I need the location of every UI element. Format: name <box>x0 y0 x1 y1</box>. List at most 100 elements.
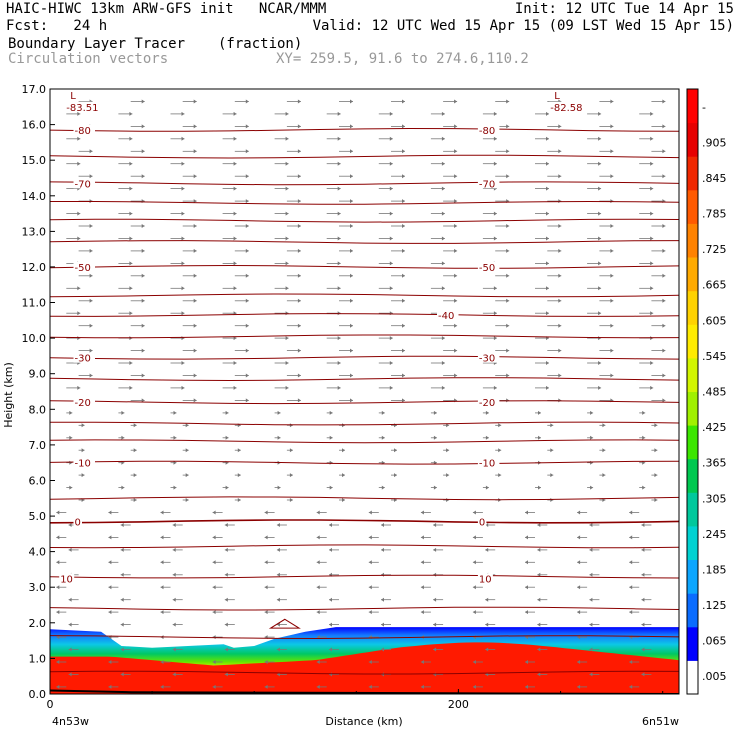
vector-arrowhead <box>245 298 249 303</box>
colorbar-label: .365 <box>702 457 727 470</box>
vector-arrowhead <box>662 224 666 228</box>
vector-arrowhead <box>558 323 562 328</box>
vector-arrowhead <box>108 510 112 515</box>
vector-arrowhead <box>525 585 528 590</box>
vector-arrowhead <box>402 99 405 104</box>
vector-arrowhead <box>285 236 289 241</box>
vector-arrowhead <box>181 286 185 291</box>
vector-arrowhead <box>193 199 197 204</box>
vector-arrowhead <box>56 510 60 515</box>
vector-arrowhead <box>185 448 189 453</box>
vector-arrowhead <box>662 149 666 154</box>
vector-arrowhead <box>297 149 301 154</box>
colorbar-segment <box>687 156 698 191</box>
vector-arrowhead <box>129 385 133 390</box>
vector-arrowhead <box>297 298 301 303</box>
vector-arrowhead <box>402 248 405 253</box>
vector-arrowhead <box>56 585 60 590</box>
vector-arrowhead <box>546 236 549 241</box>
vector-arrowhead <box>558 248 562 253</box>
colorbar-label: .305 <box>702 492 727 505</box>
colorbar-segment <box>687 89 698 124</box>
colorbar-label: .845 <box>702 172 727 185</box>
vector-arrowhead <box>342 448 345 453</box>
vector-arrowhead <box>141 348 145 353</box>
vector-arrowhead <box>329 622 332 627</box>
vector-arrowhead <box>193 348 197 353</box>
temperature-contour-line <box>50 496 679 501</box>
temperature-label: -83.51 <box>66 103 98 114</box>
vector-arrowhead <box>629 610 633 615</box>
vector-arrowhead <box>77 236 81 241</box>
temperature-label: -20 <box>479 398 495 409</box>
vector-arrowhead <box>485 547 489 552</box>
vector-arrowhead <box>420 535 424 540</box>
vector-arrowhead <box>472 684 476 689</box>
vector-arrowhead <box>129 286 133 291</box>
vector-arrowhead <box>589 547 593 552</box>
vector-arrowhead <box>441 211 445 216</box>
colorbar-label: .905 <box>702 136 727 149</box>
vector-arrowhead <box>610 174 614 179</box>
colorbar-label: .065 <box>702 635 727 648</box>
vector-arrowhead <box>446 448 450 453</box>
temperature-contour-line <box>50 460 679 465</box>
vector-arrowhead <box>389 336 393 341</box>
temperature-contour-line <box>50 519 679 524</box>
vector-arrowhead <box>285 361 289 365</box>
temperature-contour-line <box>50 400 679 405</box>
vector-arrowhead <box>181 136 185 141</box>
vector-arrowhead <box>141 99 145 104</box>
vector-arrowhead <box>56 660 60 664</box>
temperature-label: -50 <box>75 263 91 274</box>
vector-arrowhead <box>233 186 237 191</box>
vector-arrowhead <box>297 124 301 129</box>
vector-arrowhead <box>546 186 549 191</box>
vector-arrowhead <box>641 647 645 652</box>
vector-arrowhead <box>642 435 646 440</box>
temperature-label: 0 <box>479 517 485 528</box>
vector-arrowhead <box>350 273 353 278</box>
vector-arrowhead <box>264 560 268 565</box>
vector-arrowhead <box>506 323 510 328</box>
vector-arrowhead <box>537 597 541 602</box>
contour-peak-marker <box>268 618 301 629</box>
vector-arrowhead <box>472 560 476 565</box>
vector-arrowhead <box>394 473 397 478</box>
vector-arrowhead <box>350 373 353 378</box>
vector-arrowhead <box>329 523 332 527</box>
plot-frame <box>49 88 680 695</box>
vector-arrowhead <box>420 560 424 565</box>
vector-arrowhead <box>389 286 393 291</box>
vector-arrowhead <box>389 186 393 191</box>
vector-arrowhead <box>329 547 332 552</box>
colorbar-label: .425 <box>702 421 727 434</box>
y-tick-label: 0.0 <box>29 688 47 701</box>
vector-arrowhead <box>193 298 197 303</box>
vector-arrowhead <box>650 161 654 166</box>
vector-arrowhead <box>56 684 60 689</box>
vector-arrowhead <box>589 572 593 577</box>
vector-arrowhead <box>108 660 112 664</box>
vector-arrowhead <box>297 199 301 204</box>
vector-arrowhead <box>337 111 341 116</box>
vector-arrowhead <box>650 211 654 216</box>
vector-arrowhead <box>493 236 497 241</box>
colorbar-segment <box>687 122 698 157</box>
vector-arrowhead <box>485 622 489 627</box>
vector-arrowhead <box>558 298 562 303</box>
vector-arrowhead <box>121 435 125 440</box>
temperature-label: 10 <box>479 574 492 585</box>
y-tick-label: 4.0 <box>29 546 47 559</box>
vector-arrowhead <box>316 660 320 664</box>
plot-background <box>50 89 679 694</box>
vector-arrowhead <box>454 124 458 129</box>
temperature-contour-line <box>50 154 679 159</box>
vector-arrowhead <box>546 361 549 365</box>
temperature-contour-line <box>50 574 679 579</box>
vector-arrowhead <box>350 298 353 303</box>
temperature-label: -80 <box>75 126 91 137</box>
vector-arrowhead <box>193 149 197 154</box>
vector-arrowhead <box>402 273 405 278</box>
